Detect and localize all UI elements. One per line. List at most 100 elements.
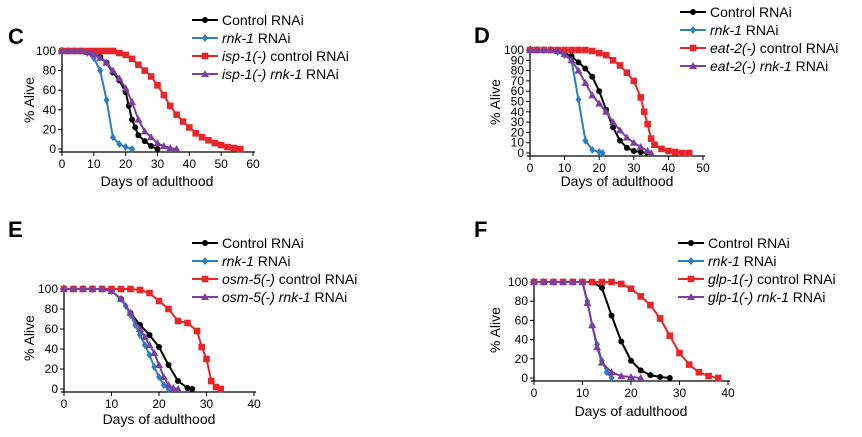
legend-marker [690, 9, 696, 15]
data-point [153, 139, 162, 147]
series-rnk-1-rnai [527, 46, 606, 157]
data-point [136, 325, 144, 332]
legend-label-italic: isp-1(-) rnk-1 [222, 66, 302, 82]
y-tick-label: 60 [43, 83, 57, 97]
legend-label-plain: Control RNAi [710, 4, 792, 20]
x-tick-label: 50 [214, 157, 228, 171]
data-point [127, 285, 134, 293]
x-tick-label: 50 [696, 161, 710, 175]
legend: Control RNAi rnk-1 RNAi glp-1(-) control R… [678, 235, 836, 305]
data-point [217, 141, 225, 149]
panel-letter: D [474, 23, 490, 48]
y-tick-label: 40 [515, 333, 529, 347]
legend-marker [687, 275, 695, 283]
data-point [588, 47, 596, 55]
legend-label-plain: control RNAi [753, 271, 835, 287]
data-point [665, 147, 672, 155]
data-point [97, 66, 104, 75]
data-point [192, 130, 199, 137]
legend-label-plain: RNAi [740, 253, 777, 269]
data-point [705, 372, 712, 380]
legend-item: osm-5(-) control RNAi [192, 271, 357, 287]
legend-label-plain: RNAi [302, 66, 339, 82]
data-point [186, 124, 193, 131]
y-tick-label: 100 [36, 44, 56, 58]
legend-marker [202, 17, 208, 23]
data-point [597, 358, 606, 366]
x-tick-label: 30 [627, 161, 641, 175]
data-point [568, 278, 577, 285]
data-point [608, 312, 615, 319]
series-line [530, 49, 603, 154]
y-tick-label: 20 [43, 122, 57, 136]
data-point [115, 74, 124, 82]
x-tick-label: 10 [105, 397, 119, 411]
series-rnk-1-rnai [59, 47, 136, 153]
legend-item: Control RNAi [680, 4, 792, 20]
legend-item: eat-2(-) control RNAi [680, 40, 838, 56]
y-tick-label: 20 [515, 352, 529, 366]
data-point [217, 385, 225, 393]
data-point [159, 142, 168, 150]
x-tick-label: 10 [576, 386, 590, 400]
legend-marker [201, 52, 209, 60]
y-tick-label: 60 [511, 84, 525, 98]
legend-label: Control RNAi [222, 12, 304, 28]
data-point [150, 349, 159, 356]
data-point [122, 143, 129, 152]
legend-label-plain: RNAi [742, 22, 779, 38]
data-point [630, 147, 637, 154]
y-tick-label: 80 [45, 302, 59, 316]
data-point [165, 362, 172, 368]
data-point [678, 149, 686, 157]
legend-label: isp-1(-) control RNAi [222, 48, 349, 64]
data-point [549, 278, 558, 285]
data-point [582, 136, 589, 145]
data-point [126, 309, 135, 316]
data-point [622, 133, 631, 141]
data-point [617, 372, 626, 380]
data-point [695, 368, 703, 376]
data-point [145, 341, 154, 348]
data-point [172, 145, 181, 152]
data-point [616, 62, 624, 69]
legend-label-plain: control RNAi [275, 271, 357, 287]
x-tick-label: 0 [61, 397, 68, 411]
data-point [568, 46, 575, 54]
x-tick-label: 20 [593, 161, 607, 175]
x-tick-label: 20 [119, 157, 133, 171]
x-tick-label: 0 [531, 386, 538, 400]
y-axis-label: % Alive [21, 77, 37, 123]
legend-label: Control RNAi [710, 4, 792, 20]
data-point [657, 374, 664, 381]
legend-item: Control RNAi [192, 12, 304, 28]
series-glp-1-control-rnai [530, 278, 722, 382]
data-point [647, 372, 654, 379]
legend-marker [687, 293, 695, 300]
y-tick-label: 40 [511, 105, 525, 119]
y-tick-label: 0 [521, 371, 528, 385]
legend-label-italic: osm-5(-) [222, 271, 275, 287]
series-rnk-1-rnai [61, 285, 172, 393]
data-point [174, 317, 182, 325]
data-point [154, 82, 161, 89]
legend-label: rnk-1 RNAi [222, 253, 290, 269]
data-point [132, 124, 139, 131]
legend-marker [202, 240, 208, 246]
data-point [122, 51, 129, 59]
data-point [140, 333, 149, 340]
data-point [598, 284, 605, 291]
x-tick-label: 30 [200, 397, 214, 411]
panel-letter: C [8, 24, 24, 49]
legend-label-italic: rnk-1 [708, 253, 740, 269]
data-point [610, 124, 617, 131]
legend-label: Control RNAi [222, 235, 304, 251]
data-point [146, 289, 153, 297]
x-axis-label: Days of adulthood [561, 173, 674, 189]
legend-marker [690, 26, 696, 34]
data-point [230, 144, 238, 152]
data-point [553, 47, 562, 55]
data-point [211, 139, 219, 147]
series-isp-1-rnk-1-rnai [58, 47, 181, 152]
